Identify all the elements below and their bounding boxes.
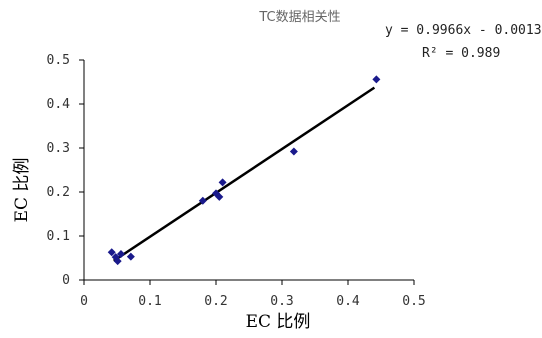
data-point xyxy=(116,250,125,259)
r-squared-label: R² = 0.989 xyxy=(422,46,500,61)
trendline xyxy=(113,86,376,262)
data-point xyxy=(218,178,227,187)
data-point xyxy=(126,252,135,261)
y-tick-label: 0.3 xyxy=(47,141,70,156)
chart-title: TC数据相关性 xyxy=(258,10,340,25)
data-point xyxy=(215,192,224,201)
x-tick-label: 0.1 xyxy=(138,294,161,309)
trendline-equation: y = 0.9966x - 0.0013 xyxy=(385,23,542,38)
y-axis-ticks: 0 0.1 0.2 0.3 0.4 0.5 xyxy=(47,53,84,288)
x-tick-label: 0.3 xyxy=(270,294,293,309)
x-tick-label: 0.4 xyxy=(336,294,360,309)
data-point xyxy=(289,147,298,156)
y-tick-label: 0 xyxy=(62,273,70,288)
data-points xyxy=(107,75,381,266)
y-tick-label: 0.5 xyxy=(47,53,70,68)
y-axis-label: EC 比例 xyxy=(12,158,32,223)
data-point xyxy=(198,196,207,205)
x-tick-label: 0.5 xyxy=(402,294,425,309)
x-axis-label: EC 比例 xyxy=(246,312,311,332)
data-point xyxy=(113,257,122,266)
x-tick-label: 0.2 xyxy=(204,294,227,309)
y-tick-label: 0.1 xyxy=(47,229,70,244)
data-point xyxy=(372,75,381,84)
y-tick-label: 0.2 xyxy=(47,185,70,200)
y-tick-label: 0.4 xyxy=(47,97,71,112)
data-point xyxy=(107,248,116,257)
trendline-line xyxy=(113,86,376,262)
axes xyxy=(83,60,414,281)
x-axis-ticks: 0 0.1 0.2 0.3 0.4 0.5 xyxy=(80,280,426,309)
x-tick-label: 0 xyxy=(80,294,88,309)
